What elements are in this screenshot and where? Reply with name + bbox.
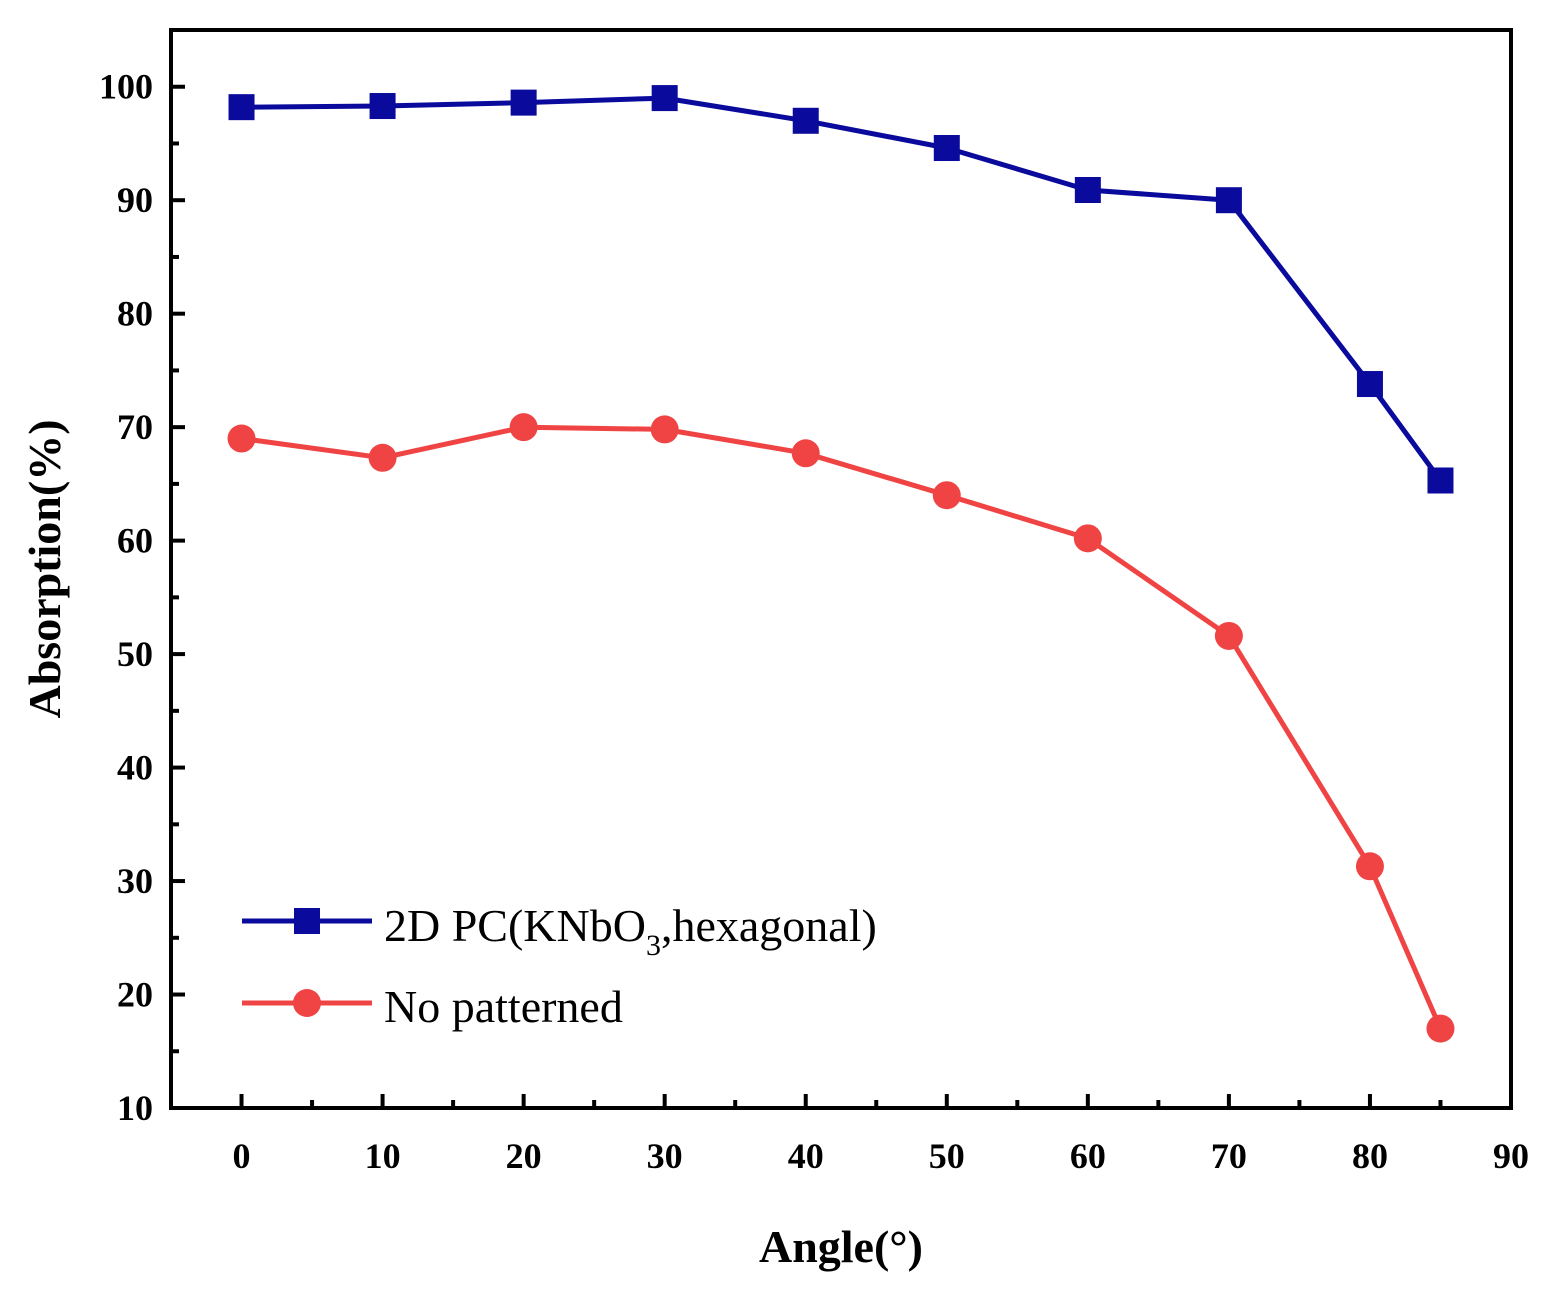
series-1-point xyxy=(650,415,679,444)
series-0-point xyxy=(1356,371,1383,398)
series-1-point xyxy=(791,439,820,468)
y-tick-label: 10 xyxy=(117,1088,153,1128)
x-tick-label: 70 xyxy=(1211,1136,1247,1176)
series-1-point xyxy=(227,424,256,453)
y-axis-title: Absorption(%) xyxy=(19,419,70,718)
y-tick-label: 90 xyxy=(117,180,153,220)
series-1-point xyxy=(509,413,538,442)
x-tick-label: 80 xyxy=(1352,1136,1388,1176)
y-tick-label: 40 xyxy=(117,748,153,788)
y-tick-label: 100 xyxy=(99,67,153,107)
x-tick-label: 30 xyxy=(647,1136,683,1176)
x-tick-label: 60 xyxy=(1070,1136,1106,1176)
y-tick-label: 50 xyxy=(117,634,153,674)
legend-label-no-patterned: No patterned xyxy=(384,981,623,1032)
legend-marker-square xyxy=(294,908,320,934)
x-tick-label: 90 xyxy=(1493,1136,1529,1176)
y-tick-label: 60 xyxy=(117,521,153,561)
legend-marker-circle xyxy=(293,989,321,1017)
series-1-point xyxy=(932,481,961,510)
x-tick-label: 0 xyxy=(233,1136,251,1176)
x-tick-label: 10 xyxy=(365,1136,401,1176)
series-0-point xyxy=(1427,467,1454,494)
series-1-point xyxy=(1073,524,1102,553)
y-tick-label: 80 xyxy=(117,294,153,334)
x-tick-label: 20 xyxy=(506,1136,542,1176)
series-0-point xyxy=(651,85,678,112)
series-0-point xyxy=(228,94,255,121)
y-axis-ticks: 10 20 30 40 50 60 70 80 90 100 xyxy=(99,67,185,1128)
series-1-point xyxy=(1214,621,1243,650)
series-layer xyxy=(227,85,1455,1043)
plot-frame xyxy=(169,28,1513,1110)
y-tick-label: 30 xyxy=(117,861,153,901)
legend-label-pc: 2D PC(KNbO3,hexagonal) xyxy=(384,900,877,962)
x-axis-title: Angle(°) xyxy=(759,1221,923,1272)
series-0-point xyxy=(792,107,819,134)
series-1-point xyxy=(368,443,397,472)
series-1-point xyxy=(1426,1014,1455,1043)
y-tick-label: 70 xyxy=(117,407,153,447)
x-axis-ticks: 0 10 20 30 40 50 60 70 80 90 xyxy=(233,1094,1529,1176)
series-0-point xyxy=(933,135,960,162)
series-1-point xyxy=(1355,852,1384,881)
series-line-1 xyxy=(241,424,1443,1030)
series-0-point xyxy=(1215,187,1242,214)
x-tick-label: 40 xyxy=(788,1136,824,1176)
series-line-0 xyxy=(241,95,1443,482)
x-tick-label: 50 xyxy=(929,1136,965,1176)
legend: 2D PC(KNbO3,hexagonal) No patterned xyxy=(242,900,877,1032)
series-0-point xyxy=(369,93,396,120)
series-0-point xyxy=(510,89,537,116)
y-tick-label: 20 xyxy=(117,975,153,1015)
series-0-point xyxy=(1074,176,1101,203)
